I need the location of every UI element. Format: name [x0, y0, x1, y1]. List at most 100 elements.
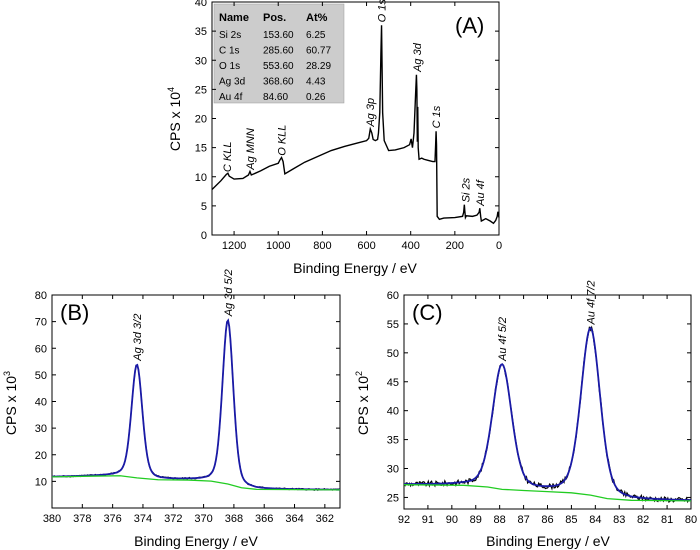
x-tick-label-c: 91: [422, 514, 434, 526]
x-tick-label-a: 200: [446, 240, 464, 252]
x-tick-label-c: 80: [685, 514, 697, 526]
x-axis-label-c: Binding Energy / eV: [486, 533, 610, 549]
y-axis-label-c-text: CPS x 10: [355, 376, 371, 435]
table-cell: 28.29: [306, 61, 331, 72]
y-tick-label-b: 40: [35, 397, 47, 409]
peak-label: O 1s: [377, 0, 389, 22]
x-tick-label-b: 374: [134, 513, 152, 525]
table-cell: Si 2s: [219, 30, 241, 41]
fitted-envelope-line: [404, 326, 692, 502]
table-cell: 0.26: [306, 92, 326, 103]
y-tick-label-b: 70: [35, 317, 47, 329]
x-tick-label-c: 83: [613, 514, 625, 526]
x-axis-label-b: Binding Energy / eV: [134, 533, 258, 549]
x-tick-label-c: 89: [470, 514, 482, 526]
table-cell: 553.60: [263, 61, 294, 72]
y-tick-label-b: 60: [35, 343, 47, 355]
peak-label: O KLL: [277, 125, 289, 156]
y-axis-label-b-text: CPS x 10: [3, 376, 19, 435]
table-cell: 153.60: [263, 30, 294, 41]
x-tick-label-c: 88: [494, 514, 506, 526]
x-tick-label-a: 0: [496, 240, 502, 252]
measured-spectrum-line: [51, 318, 341, 492]
peak-label: Ag 3p: [365, 98, 377, 128]
x-tick-label-b: 368: [225, 513, 243, 525]
survey-spectrum-panel: Name Pos. At% Si 2s 153.60 6.25 C 1s 285.60 60.7…: [166, 0, 502, 276]
y-tick-label-b: 30: [35, 423, 47, 435]
y-tick-label-b: 50: [35, 370, 47, 382]
y-tick-label-c: 50: [387, 348, 399, 360]
table-cell: 6.25: [306, 30, 326, 41]
composition-table-background: [213, 3, 345, 104]
x-tick-label-c: 84: [589, 514, 601, 526]
y-tick-label-a: 35: [195, 26, 207, 38]
x-tick-label-c: 81: [661, 514, 673, 526]
y-tick-label-a: 10: [195, 172, 207, 184]
x-axis-label-a: Binding Energy / eV: [293, 260, 417, 276]
table-cell: 368.60: [263, 77, 294, 88]
peak-label: Ag MNN: [245, 128, 257, 171]
panel-label-c: (C): [412, 300, 443, 325]
background-line: [403, 484, 692, 502]
x-tick-label-b: 380: [43, 513, 61, 525]
background-line: [51, 475, 341, 491]
x-tick-label-a: 800: [313, 240, 331, 252]
y-tick-label-c: 45: [387, 377, 399, 389]
fitted-envelope-line: [51, 318, 341, 491]
y-axis-label-a: CPS x 104: [166, 87, 183, 151]
x-tick-label-a: 600: [357, 240, 375, 252]
peak-label: Au 4f 5/2: [497, 317, 509, 362]
table-header-cell: Pos.: [263, 12, 286, 24]
y-axis-label-c-exponent: 2: [354, 371, 364, 376]
x-tick-label-b: 378: [73, 513, 91, 525]
x-tick-label-a: 1200: [222, 240, 246, 252]
x-tick-label-b: 370: [194, 513, 212, 525]
y-tick-label-c: 25: [387, 492, 399, 504]
x-tick-label-c: 92: [398, 514, 410, 526]
x-tick-label-c: 90: [446, 514, 458, 526]
table-cell: Au 4f: [219, 92, 243, 103]
x-tick-label-a: 400: [402, 240, 420, 252]
x-tick-label-b: 364: [285, 513, 303, 525]
peak-label: Ag 3d 5/2: [223, 269, 235, 317]
measured-spectrum-line: [403, 325, 692, 504]
y-tick-label-a: 25: [195, 84, 207, 96]
composition-table: Name Pos. At% Si 2s 153.60 6.25 C 1s 285.60 60.7…: [213, 3, 345, 104]
y-tick-label-a: 20: [195, 114, 207, 126]
table-cell: C 1s: [219, 46, 240, 57]
y-tick-label-a: 30: [195, 55, 207, 67]
peak-label: C KLL: [222, 142, 234, 173]
y-axis-label-b-exponent: 3: [2, 371, 12, 376]
table-header-cell: At%: [306, 12, 328, 24]
y-tick-label-b: 10: [35, 476, 47, 488]
x-tick-label-c: 85: [565, 514, 577, 526]
y-axis-label-c: CPS x 102: [354, 371, 371, 435]
y-tick-label-a: 5: [201, 201, 207, 213]
x-tick-label-a: 1000: [266, 240, 290, 252]
table-cell: O 1s: [219, 61, 240, 72]
x-tick-label-b: 372: [164, 513, 182, 525]
survey-spectrum-line: [211, 25, 500, 225]
y-axis-label-a-text: CPS x 10: [167, 92, 183, 151]
table-cell: 4.43: [306, 77, 326, 88]
ag3d-spectrum-panel: (B) Binding Energy / eV CPS x 103 380 378…: [2, 269, 341, 549]
y-tick-label-b: 20: [35, 450, 47, 462]
y-tick-label-b: 80: [35, 290, 47, 302]
y-tick-label-a: 40: [195, 0, 207, 9]
au4f-spectrum-panel: (C) Binding Energy / eV CPS x 102 92 91 90…: [354, 280, 697, 549]
x-tick-label-c: 87: [517, 514, 529, 526]
plot-frame-c: [403, 294, 692, 510]
table-cell: 285.60: [263, 46, 294, 57]
panel-label-b: (B): [60, 300, 89, 325]
peak-label: Ag 3d: [412, 42, 424, 73]
table-cell: 60.77: [306, 46, 331, 57]
table-cell: 84.60: [263, 92, 288, 103]
peak-label: Si 2s: [460, 177, 472, 202]
y-tick-label-c: 35: [387, 435, 399, 447]
peak-label: Ag 3d 3/2: [132, 314, 144, 362]
y-tick-label-a: 0: [201, 230, 207, 242]
x-tick-label-c: 82: [637, 514, 649, 526]
x-tick-label-b: 376: [103, 513, 121, 525]
y-tick-label-c: 60: [387, 290, 399, 302]
